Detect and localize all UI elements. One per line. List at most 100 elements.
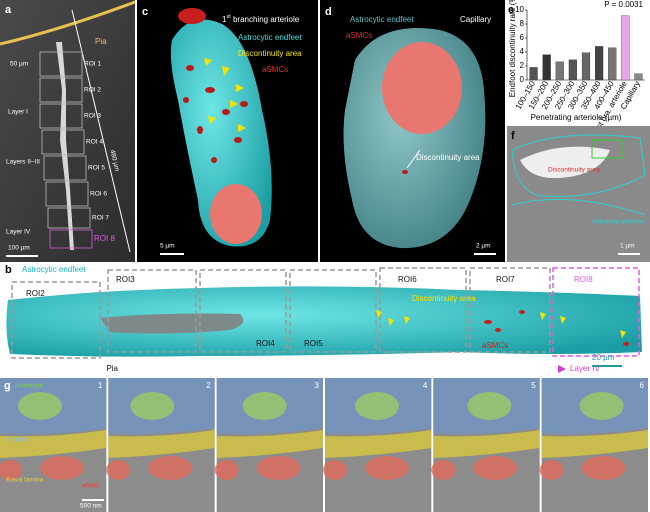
asmc-region — [214, 460, 239, 480]
roi-label: ROI 3 — [84, 113, 101, 120]
asmc-region — [106, 460, 131, 480]
inset-box — [591, 139, 623, 159]
scale-label: 20 µm — [592, 353, 615, 362]
annotation: Astrocytic endfeet — [592, 219, 644, 226]
em-image — [0, 0, 135, 262]
asmc — [402, 170, 408, 174]
asmc-region — [431, 460, 456, 480]
bar — [621, 15, 630, 81]
layer-label: Layers II–III — [6, 159, 40, 166]
region-label: Endfoot — [8, 437, 31, 444]
frame-number: 5 — [531, 381, 536, 390]
roi-boxes — [11, 267, 551, 359]
asmc-region — [581, 456, 626, 480]
region-label: aSMC — [82, 483, 100, 490]
legend-label: Astrocytic endfeet — [350, 15, 414, 24]
roi-label: ROI 6 — [90, 191, 107, 198]
y-tick-label: 4 — [520, 47, 525, 56]
bar — [555, 61, 564, 81]
panel-title: 1st branching arteriole — [222, 14, 300, 24]
roi-label: ROI7 — [496, 275, 515, 284]
asmc-region — [0, 460, 22, 480]
roi-label: ROI 8 — [94, 234, 115, 243]
roi-label: ROI 7 — [92, 215, 109, 222]
panel-f: f Discontinuity area Astrocytic endfeet … — [507, 126, 650, 262]
basal-lamina — [108, 430, 215, 458]
y-tick-label: 2 — [520, 61, 525, 70]
panel-label: b — [5, 264, 12, 276]
asmc-region — [539, 460, 564, 480]
scale-label: 100 µm — [8, 245, 30, 252]
x-axis-label: Penetrating arteriole (µm) — [531, 113, 622, 122]
scale-label: 5 µm — [160, 243, 175, 250]
asmc — [178, 8, 206, 24]
roi-label: ROI 5 — [88, 165, 105, 172]
annotation-arrow — [406, 149, 421, 169]
title-sup: st — [226, 14, 231, 20]
basal-lamina — [0, 430, 107, 458]
frame-number: 4 — [423, 381, 428, 390]
panel-label: g — [4, 380, 11, 392]
roi-label: ROI 2 — [84, 87, 101, 94]
lumen — [210, 184, 262, 244]
annotation: Discontinuity area — [548, 167, 600, 174]
endfoot-outline — [511, 198, 646, 216]
arrow-head — [558, 365, 566, 373]
region-label: Basal lamina — [6, 477, 44, 484]
asmc-dots — [183, 65, 248, 163]
panel-c: c 1st branching arteriole Astrocytic end… — [137, 0, 318, 262]
asmc-region — [40, 456, 84, 480]
legend-label: aSMCs — [346, 31, 372, 40]
panel-g-labels: g Astrocyte Endfoot Basal lamina aSMC 50… — [4, 380, 104, 510]
endfoot-outline — [511, 134, 646, 197]
discontinuity-markers — [204, 58, 246, 132]
scale-label: 2 µm — [476, 243, 491, 250]
astrocyte-region — [242, 392, 287, 420]
lumen — [100, 313, 244, 334]
title-part: 1 — [222, 15, 227, 24]
annotation: Discontinuity area — [416, 153, 480, 162]
panel-title: Capillary — [460, 15, 491, 24]
y-tick-label: 6 — [520, 33, 525, 42]
vessel — [56, 42, 74, 250]
asmc-region — [323, 460, 347, 480]
asmc-region — [365, 456, 409, 480]
bar — [634, 73, 643, 81]
panel-a: a Pia 50 µm ROI 1 ROI 2 ROI 3 ROI 4 ROI … — [0, 0, 136, 262]
astrocyte-region — [130, 392, 175, 420]
panel-d: d Astrocytic endfeet Capillary aSMCs Dis… — [320, 0, 505, 262]
legend-label: Discontinuity area — [238, 49, 302, 58]
y-tick-label: 8 — [520, 19, 525, 28]
panel-label: d — [325, 6, 332, 18]
em-image — [507, 126, 650, 262]
legend-label: Astrocytic endfeet — [22, 265, 86, 274]
annotation: Discontinuity area — [412, 294, 476, 303]
astrocyte-region — [579, 392, 624, 420]
axis-start: Pia — [106, 364, 118, 373]
basal-lamina — [433, 430, 540, 458]
astrocyte-region — [355, 392, 399, 420]
scale-label: 500 nm — [80, 503, 102, 510]
roi-label: ROI8 — [574, 275, 593, 284]
panel-label: e — [508, 4, 514, 16]
depth-arrow — [71, 9, 131, 253]
bar — [568, 59, 577, 81]
panel-g: 1 2 3 4 5 6 — [0, 378, 648, 512]
roi-label: ROI5 — [304, 339, 323, 348]
panel-b: b Astrocytic endfeet ROI2 ROI3 ROI4 ROI5… — [5, 264, 642, 373]
panel-label: f — [511, 130, 515, 142]
basal-lamina — [216, 430, 323, 458]
discontinuity-markers — [376, 310, 626, 338]
asmc-dots — [484, 310, 629, 346]
pia-label: Pia — [95, 37, 107, 46]
roi-boxes — [39, 51, 93, 249]
roi-label: ROI 1 — [84, 61, 101, 68]
frame-number: 2 — [206, 381, 211, 390]
title-part: branching arteriole — [231, 15, 300, 24]
astrocyte-region — [467, 392, 512, 420]
scale-label: 50 µm — [10, 61, 28, 68]
frame-number: 1 — [98, 381, 103, 390]
basal-lamina — [541, 430, 648, 458]
y-axis-label: Endfoot discontinuity rate (%) — [508, 0, 517, 97]
